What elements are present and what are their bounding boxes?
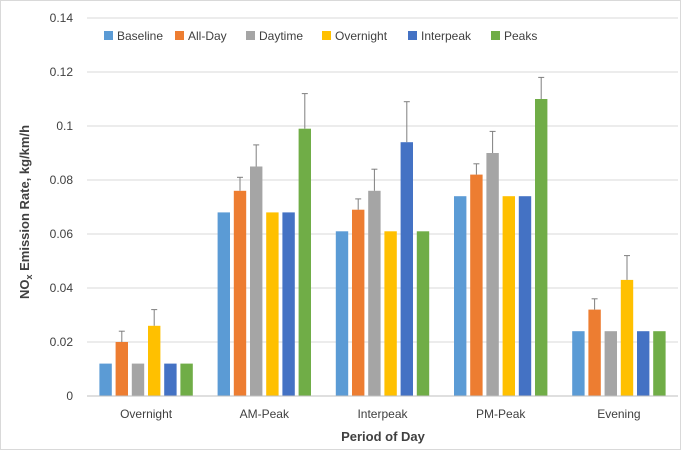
bar-interpeak-overnight (164, 363, 177, 396)
y-axis-title: NOx Emission Rate, kg/km/h (17, 125, 34, 299)
legend-swatch-peaks (491, 31, 500, 40)
bar-overnight-interpeak (384, 231, 397, 396)
y-axis-title-prefix: NO (17, 280, 32, 300)
y-tick-label: 0.08 (50, 173, 74, 187)
bar-daytime-evening (604, 331, 617, 396)
bar-baseline-am-peak (217, 212, 230, 396)
legend-label-interpeak: Interpeak (421, 29, 472, 43)
bar-daytime-pm-peak (486, 153, 499, 396)
bar-peaks-overnight (180, 363, 193, 396)
legend: Baseline All-Day Daytime Overnight Interpeak… (104, 29, 537, 43)
x-tick-label: AM-Peak (240, 407, 290, 421)
bar-interpeak-pm-peak (518, 196, 532, 396)
y-tick-label: 0.06 (50, 227, 74, 241)
bar-interpeak-evening (637, 331, 650, 396)
legend-label-baseline: Baseline (117, 29, 163, 43)
bar-series (99, 76, 666, 396)
legend-swatch-baseline (104, 31, 113, 40)
bar-overnight-pm-peak (502, 196, 515, 396)
bar-daytime-overnight (131, 363, 145, 396)
legend-swatch-overnight (322, 31, 331, 40)
x-tick-label: Evening (597, 407, 640, 421)
bar-all-day-am-peak (233, 190, 247, 396)
bar-daytime-am-peak (250, 166, 263, 396)
axes: 0 0.02 0.04 0.06 0.08 0.1 0.12 0.14 Overnight AM-… (50, 11, 678, 421)
bar-baseline-evening (572, 331, 585, 396)
bar-interpeak-interpeak (400, 142, 413, 396)
bar-baseline-overnight (99, 363, 112, 396)
bar-baseline-interpeak (335, 231, 349, 396)
y-tick-label: 0.02 (50, 335, 74, 349)
x-tick-label: Overnight (120, 407, 173, 421)
bar-peaks-am-peak (298, 128, 311, 396)
legend-label-all-day: All-Day (188, 29, 227, 43)
bar-all-day-evening (588, 309, 601, 396)
y-axis-title-subscript: x (24, 275, 34, 280)
bar-peaks-evening (653, 331, 666, 396)
y-tick-label: 0.12 (50, 65, 74, 79)
legend-label-overnight: Overnight (335, 29, 388, 43)
legend-label-daytime: Daytime (259, 29, 303, 43)
bar-all-day-pm-peak (470, 174, 483, 396)
x-tick-label: Interpeak (357, 407, 408, 421)
y-tick-label: 0.04 (50, 281, 74, 295)
y-tick-label: 0.14 (50, 11, 74, 25)
bar-daytime-interpeak (368, 190, 381, 396)
bar-interpeak-am-peak (282, 212, 295, 396)
bar-all-day-overnight (115, 342, 128, 396)
bar-overnight-evening (620, 279, 634, 396)
x-axis-title: Period of Day (341, 429, 426, 444)
bar-overnight-am-peak (266, 212, 279, 396)
legend-swatch-all-day (175, 31, 184, 40)
bar-peaks-pm-peak (535, 99, 548, 396)
bar-overnight-overnight (148, 325, 161, 396)
y-tick-label: 0 (66, 389, 73, 403)
y-axis-title-suffix: Emission Rate, kg/km/h (17, 125, 32, 275)
legend-swatch-interpeak (408, 31, 417, 40)
x-tick-label: PM-Peak (476, 407, 526, 421)
legend-label-peaks: Peaks (504, 29, 537, 43)
bar-all-day-interpeak (352, 209, 365, 396)
bar-peaks-interpeak (416, 231, 430, 396)
y-tick-label: 0.1 (56, 119, 73, 133)
bar-baseline-pm-peak (454, 196, 467, 396)
legend-swatch-daytime (246, 31, 255, 40)
